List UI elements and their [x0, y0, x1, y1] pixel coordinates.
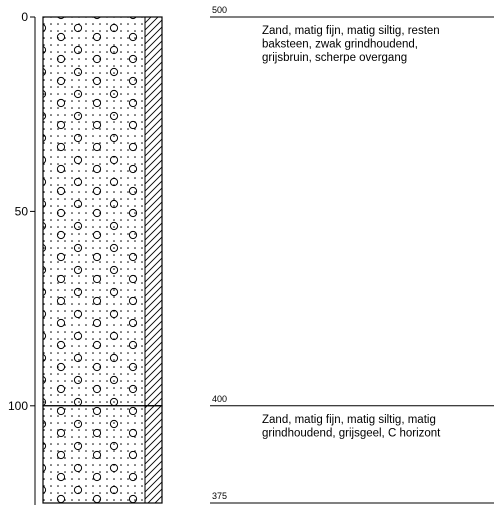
layer-description: Zand, matig fijn, matig siltig, resten [262, 25, 440, 37]
layer-description: Zand, matig fijn, matig siltig, matig [262, 414, 436, 426]
level-label: 400 [212, 394, 227, 404]
y-tick-label: 0 [21, 10, 28, 24]
base-label: 375 [212, 491, 227, 501]
gravel-fill [43, 406, 162, 503]
hatch-strip [145, 17, 162, 406]
y-tick-label: 100 [8, 399, 28, 413]
y-tick-label: 50 [15, 204, 29, 218]
layer-description: baksteen, zwak grindhoudend, [262, 39, 418, 51]
gravel-fill [43, 17, 162, 406]
hatch-strip [145, 406, 162, 503]
page: 0 50 100 500 Zand, matig fijn, matig siltig,… [0, 0, 494, 512]
layer-description: grijsbruin, scherpe overgang [262, 52, 407, 64]
level-label: 500 [212, 5, 227, 15]
layer-description: grindhoudend, grijsgeel, C horizont [262, 427, 441, 439]
borehole-log: 0 50 100 500 Zand, matig fijn, matig siltig,… [0, 0, 494, 507]
